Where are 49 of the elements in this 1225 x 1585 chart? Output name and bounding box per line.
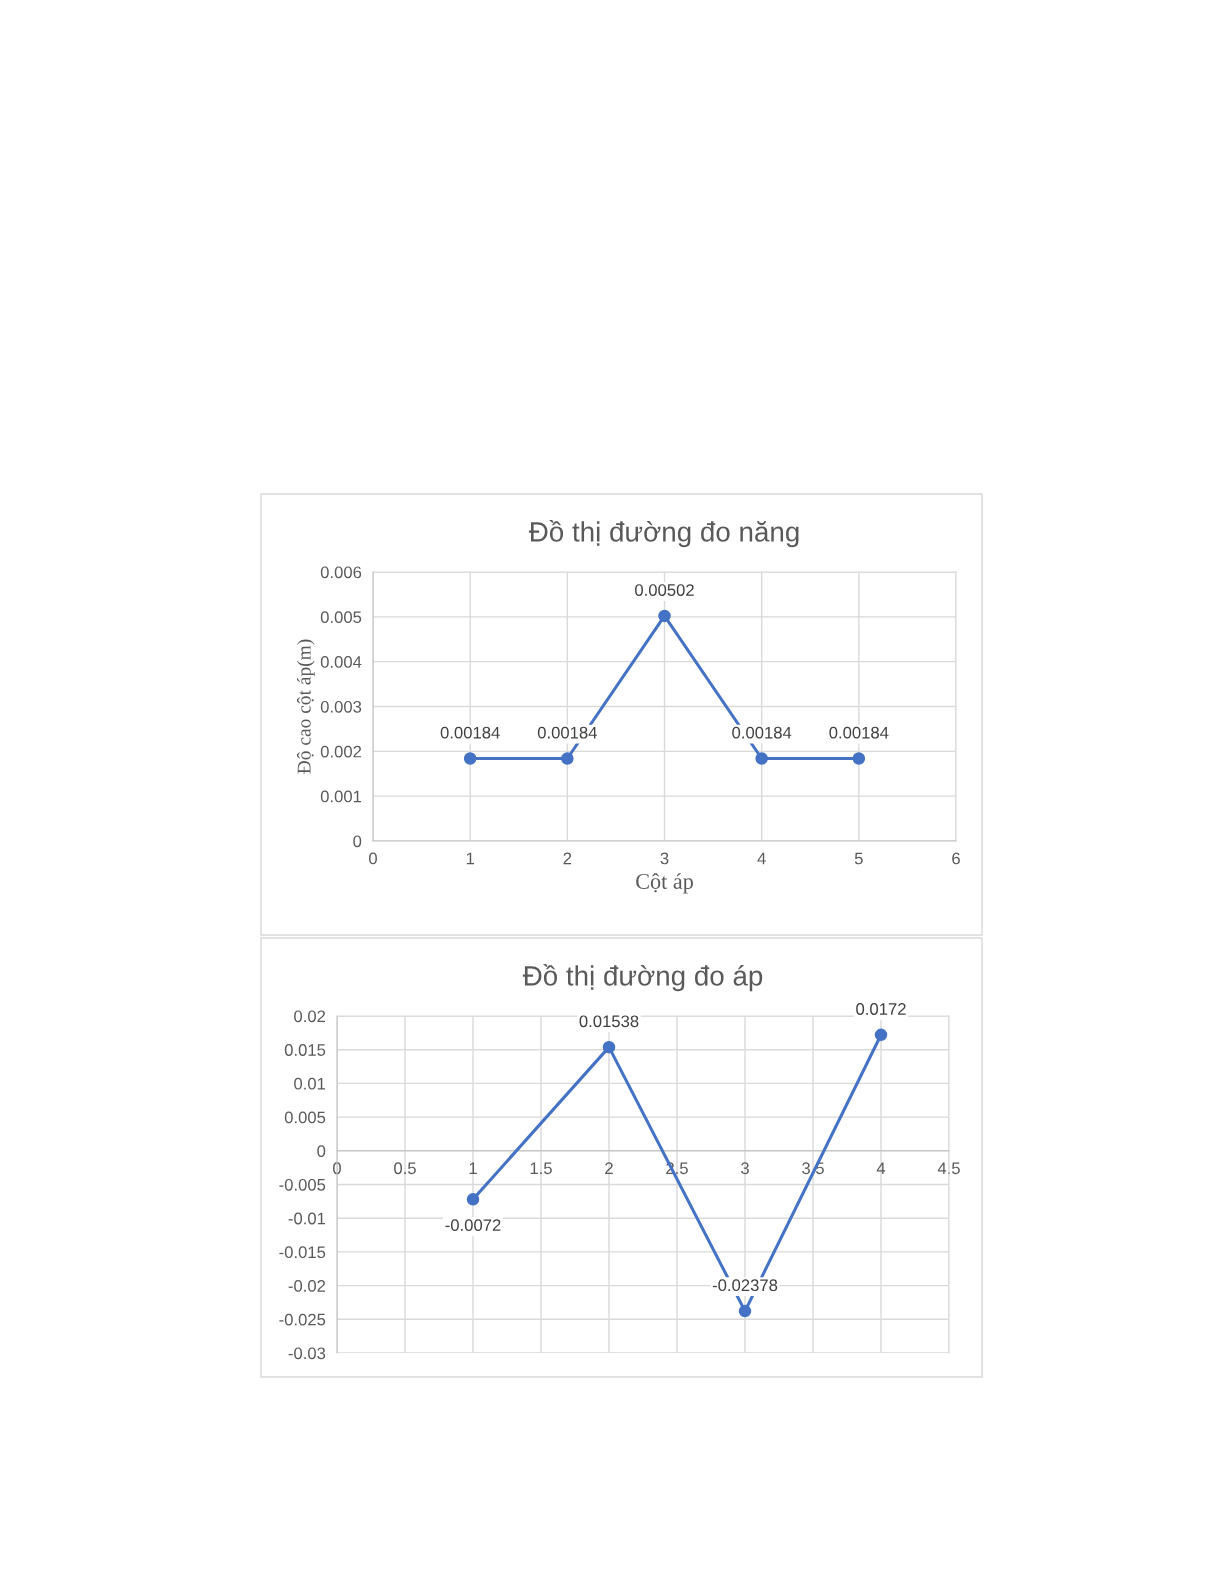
y-tick-label: 0.006	[320, 566, 362, 579]
x-tick-label: 2	[605, 1162, 613, 1174]
data-label: 0.00184	[732, 726, 792, 739]
y-tick-label: 0	[317, 1145, 326, 1157]
x-tick-label: 3	[741, 1162, 749, 1175]
x-tick-label: 4.5	[937, 1162, 960, 1175]
y-tick-label: -0.005	[279, 1178, 326, 1191]
x-tick-label: 6	[952, 852, 960, 865]
y-tick-label: -0.03	[288, 1347, 326, 1360]
y-tick-label: -0.01	[288, 1212, 326, 1225]
data-label: 0.00184	[829, 726, 889, 739]
data-label: 0.01538	[579, 1015, 639, 1028]
y-tick-label: 0.002	[320, 745, 362, 758]
y-tick-label: 0.003	[320, 700, 362, 713]
y-tick-label: -0.015	[279, 1246, 326, 1259]
point	[738, 1304, 752, 1318]
x-tick-label: 2	[563, 852, 572, 865]
data-label: -0.0072	[445, 1219, 501, 1232]
y-tick-label: 0.02	[294, 1010, 326, 1023]
x-tick-label: 1	[469, 1162, 477, 1174]
y-tick-label: 0.01	[294, 1077, 326, 1090]
y-axis-title: Độ cao cột áp(m)	[296, 639, 315, 774]
chart-title: Đồ thị đường đo năng	[528, 520, 799, 548]
x-tick-label: 0	[369, 852, 377, 865]
data-label: -0.02378	[712, 1279, 778, 1292]
data-label: 0.00184	[440, 726, 500, 739]
x-tick-label: 4	[757, 852, 766, 865]
y-tick-label: 0.005	[284, 1111, 326, 1124]
y-tick-label: 0.001	[320, 790, 362, 803]
data-label: 0.00502	[635, 584, 694, 596]
x-tick-label: 0.5	[394, 1162, 416, 1175]
point	[466, 1193, 480, 1206]
x-tick-label: 4	[876, 1162, 886, 1174]
y-tick-label: -0.025	[279, 1313, 326, 1326]
chart-title: Đồ thị đường đo áp	[522, 964, 763, 992]
y-tick-label: 0.005	[320, 611, 362, 624]
x-tick-label: 1.5	[530, 1162, 552, 1175]
y-tick-label: -0.02	[288, 1280, 326, 1292]
point	[874, 1028, 888, 1042]
point	[602, 1040, 616, 1054]
y-tick-label: 0.015	[284, 1044, 326, 1056]
x-tick-label: 3	[660, 852, 669, 865]
data-label: 0.00184	[537, 726, 597, 739]
x-tick-label: 1	[466, 852, 474, 865]
x-axis-title: Cột áp	[636, 873, 693, 894]
data-label: 0.0172	[856, 1003, 906, 1015]
y-tick-label: 0.004	[320, 656, 362, 668]
y-tick-label: 0	[353, 835, 362, 848]
x-tick-label: 5	[854, 852, 863, 865]
